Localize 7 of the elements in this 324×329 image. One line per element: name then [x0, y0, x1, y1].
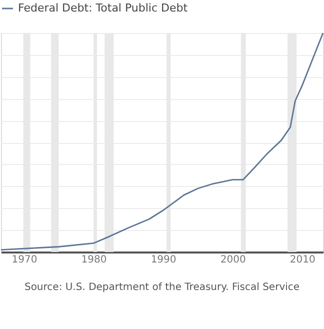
x-tick-label: 1970: [12, 254, 38, 266]
source-note: Source: U.S. Department of the Treasury. Fiscal Service: [24, 282, 300, 293]
legend-label: Federal Debt: Total Public Debt: [18, 2, 188, 14]
x-tick-label: 2000: [220, 254, 246, 266]
x-tick-label: 2010: [290, 254, 316, 266]
x-tick-label: 1980: [81, 254, 107, 266]
x-tick-label: 1990: [150, 254, 176, 266]
